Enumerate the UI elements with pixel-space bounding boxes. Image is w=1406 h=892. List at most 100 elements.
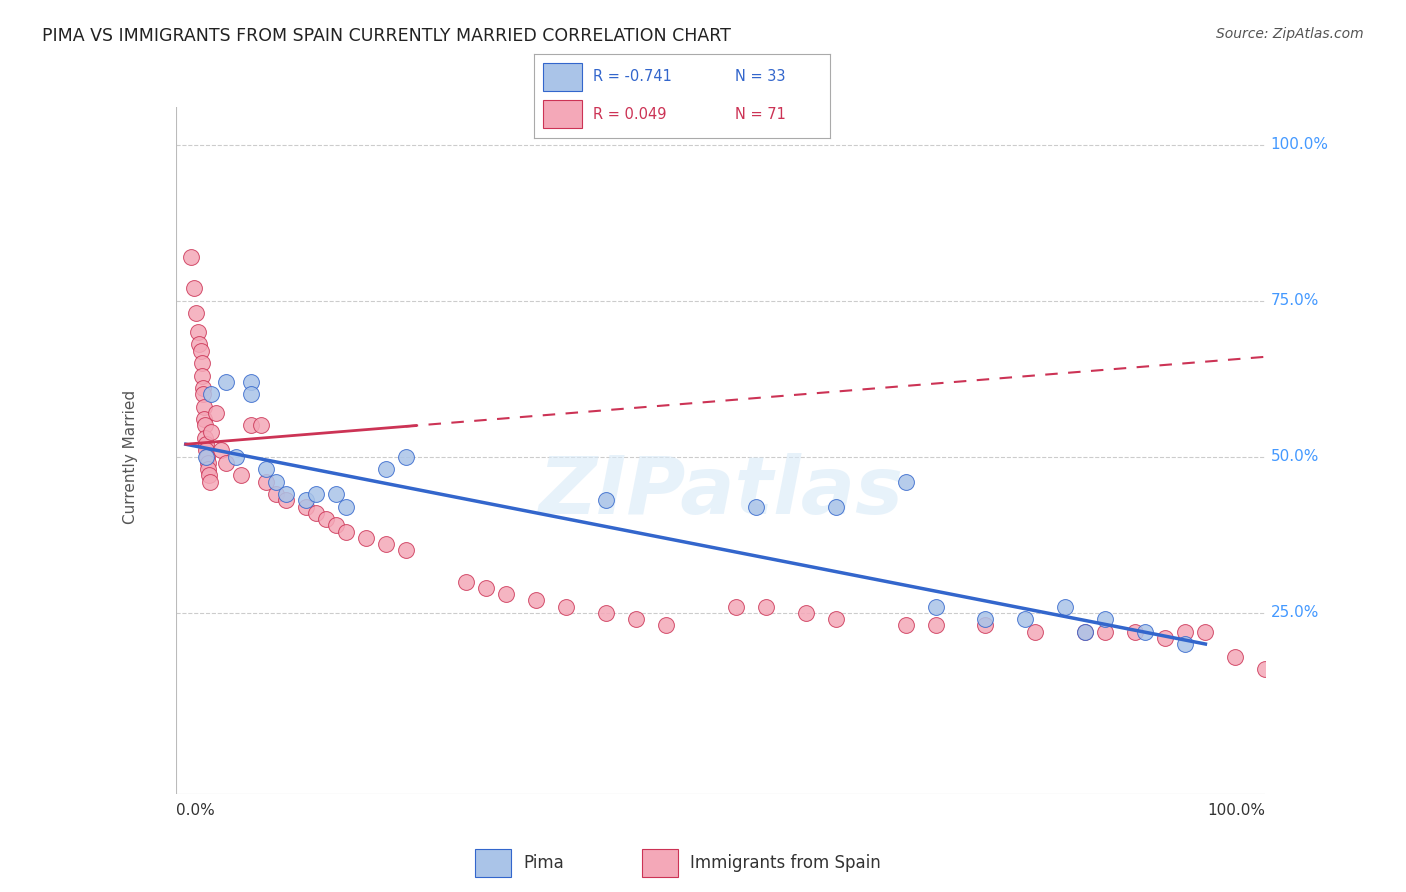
Point: [200, 387, 222, 401]
Point: [454, 574, 477, 589]
Point: [1074, 624, 1097, 639]
Point: [204, 406, 226, 420]
Point: [894, 618, 917, 632]
Point: [274, 487, 297, 501]
Point: [239, 375, 262, 389]
Point: [274, 493, 297, 508]
Point: [1254, 662, 1277, 676]
Point: [474, 581, 496, 595]
Point: [1054, 599, 1077, 614]
Point: [294, 493, 316, 508]
Point: [325, 518, 347, 533]
Point: [180, 250, 202, 264]
Point: [1194, 624, 1216, 639]
Point: [595, 606, 617, 620]
Text: R = -0.741: R = -0.741: [593, 70, 672, 85]
Text: R = 0.049: R = 0.049: [593, 107, 666, 121]
Point: [315, 512, 337, 526]
Point: [305, 487, 328, 501]
Point: [894, 475, 917, 489]
Point: [249, 418, 271, 433]
Point: [1174, 624, 1197, 639]
Point: [824, 500, 846, 514]
Point: [335, 524, 357, 539]
Point: [374, 462, 396, 476]
Point: [190, 368, 212, 383]
Point: [1094, 612, 1116, 626]
Point: [624, 612, 647, 626]
Point: [1074, 624, 1097, 639]
Point: [200, 425, 222, 439]
Point: [195, 450, 218, 464]
Point: [209, 443, 232, 458]
Point: [194, 431, 217, 445]
Point: [374, 537, 396, 551]
Point: [215, 456, 238, 470]
Point: [325, 487, 347, 501]
Point: [197, 456, 219, 470]
Text: Pima: Pima: [523, 854, 564, 872]
Point: [794, 606, 817, 620]
Text: PIMA VS IMMIGRANTS FROM SPAIN CURRENTLY MARRIED CORRELATION CHART: PIMA VS IMMIGRANTS FROM SPAIN CURRENTLY …: [42, 27, 731, 45]
Text: 25.0%: 25.0%: [1271, 606, 1319, 620]
Point: [194, 443, 217, 458]
Point: [294, 500, 316, 514]
Point: [924, 618, 946, 632]
Text: 100.0%: 100.0%: [1208, 803, 1265, 818]
Text: 100.0%: 100.0%: [1271, 137, 1329, 152]
Point: [1094, 624, 1116, 639]
Point: [190, 356, 212, 370]
Bar: [543, 62, 582, 91]
Point: [1154, 631, 1177, 645]
Point: [395, 450, 418, 464]
Point: [524, 593, 547, 607]
Point: [190, 343, 212, 358]
Point: [191, 387, 214, 401]
Text: ZIPatlas: ZIPatlas: [538, 452, 903, 531]
Point: [1174, 637, 1197, 651]
Point: [187, 325, 209, 339]
Text: Source: ZipAtlas.com: Source: ZipAtlas.com: [1216, 27, 1364, 41]
Point: [595, 493, 617, 508]
Point: [254, 462, 277, 476]
Text: 75.0%: 75.0%: [1271, 293, 1319, 308]
Point: [194, 450, 217, 464]
Point: [924, 599, 946, 614]
Point: [197, 462, 219, 476]
Point: [229, 468, 252, 483]
Point: [225, 450, 247, 464]
Point: [239, 418, 262, 433]
Point: [1135, 624, 1157, 639]
Point: [395, 543, 418, 558]
Point: [264, 475, 287, 489]
Point: [744, 500, 766, 514]
Point: [495, 587, 517, 601]
Point: [974, 612, 997, 626]
Point: [335, 500, 357, 514]
Point: [264, 487, 287, 501]
Point: [1014, 612, 1036, 626]
Point: [754, 599, 776, 614]
Text: N = 33: N = 33: [735, 70, 786, 85]
Text: Immigrants from Spain: Immigrants from Spain: [690, 854, 882, 872]
Point: [215, 375, 238, 389]
Point: [724, 599, 747, 614]
Point: [305, 506, 328, 520]
Bar: [475, 849, 510, 877]
Point: [187, 337, 209, 351]
Text: 50.0%: 50.0%: [1271, 450, 1319, 464]
Point: [824, 612, 846, 626]
Point: [1225, 649, 1247, 664]
Text: Currently Married: Currently Married: [124, 390, 138, 524]
Point: [197, 468, 219, 483]
Point: [191, 381, 214, 395]
Text: N = 71: N = 71: [735, 107, 786, 121]
Point: [194, 437, 217, 451]
Bar: [643, 849, 678, 877]
Point: [1024, 624, 1046, 639]
Point: [239, 387, 262, 401]
Point: [254, 475, 277, 489]
Point: [194, 418, 217, 433]
Point: [184, 306, 207, 320]
Text: 0.0%: 0.0%: [176, 803, 215, 818]
